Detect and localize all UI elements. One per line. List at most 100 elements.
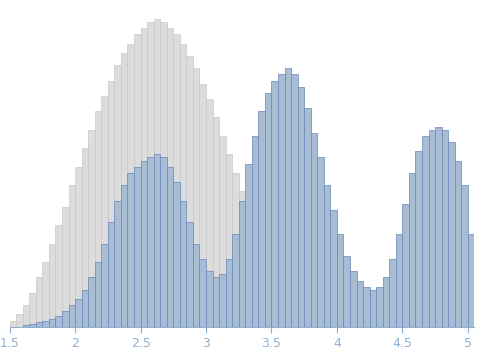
Bar [258, 247, 265, 327]
Bar [30, 324, 36, 327]
Bar [311, 324, 317, 327]
Bar [272, 277, 278, 327]
Bar [30, 293, 36, 327]
Bar [461, 185, 468, 327]
Bar [101, 96, 108, 327]
Bar [383, 277, 389, 327]
Bar [95, 111, 101, 327]
Bar [69, 305, 75, 327]
Bar [317, 158, 324, 327]
Bar [180, 44, 186, 327]
Bar [212, 118, 219, 327]
Bar [16, 314, 23, 327]
Bar [108, 222, 114, 327]
Bar [206, 271, 212, 327]
Bar [43, 321, 49, 327]
Bar [199, 83, 206, 327]
Bar [298, 87, 304, 327]
Bar [278, 290, 285, 327]
Bar [317, 325, 324, 327]
Bar [298, 318, 304, 327]
Bar [324, 326, 331, 327]
Bar [265, 262, 272, 327]
Bar [108, 81, 114, 327]
Bar [127, 44, 134, 327]
Bar [415, 151, 422, 327]
Bar [49, 319, 56, 327]
Bar [337, 234, 344, 327]
Bar [114, 65, 121, 327]
Bar [252, 136, 258, 327]
Bar [232, 234, 239, 327]
Bar [402, 204, 409, 327]
Bar [448, 142, 454, 327]
Bar [239, 200, 245, 327]
Bar [43, 262, 49, 327]
Bar [140, 28, 147, 327]
Bar [304, 321, 311, 327]
Bar [245, 210, 252, 327]
Bar [121, 185, 127, 327]
Bar [219, 136, 226, 327]
Bar [56, 225, 62, 327]
Bar [36, 322, 43, 327]
Bar [409, 173, 415, 327]
Bar [10, 321, 16, 327]
Bar [23, 325, 30, 327]
Bar [127, 173, 134, 327]
Bar [252, 228, 258, 327]
Bar [121, 53, 127, 327]
Bar [206, 99, 212, 327]
Bar [357, 281, 363, 327]
Bar [441, 130, 448, 327]
Bar [272, 81, 278, 327]
Bar [311, 133, 317, 327]
Bar [153, 19, 160, 327]
Bar [389, 259, 396, 327]
Bar [239, 191, 245, 327]
Bar [265, 93, 272, 327]
Bar [454, 160, 461, 327]
Bar [193, 244, 199, 327]
Bar [56, 316, 62, 327]
Bar [350, 271, 357, 327]
Bar [173, 182, 180, 327]
Bar [153, 154, 160, 327]
Bar [285, 68, 291, 327]
Bar [376, 287, 383, 327]
Bar [324, 185, 331, 327]
Bar [173, 34, 180, 327]
Bar [435, 127, 441, 327]
Bar [88, 130, 95, 327]
Bar [75, 299, 82, 327]
Bar [82, 148, 88, 327]
Bar [193, 68, 199, 327]
Bar [291, 311, 298, 327]
Bar [331, 210, 337, 327]
Bar [147, 22, 153, 327]
Bar [147, 158, 153, 327]
Bar [186, 222, 193, 327]
Bar [114, 200, 121, 327]
Bar [468, 234, 474, 327]
Bar [160, 158, 167, 327]
Bar [245, 164, 252, 327]
Bar [219, 274, 226, 327]
Bar [140, 160, 147, 327]
Bar [285, 302, 291, 327]
Bar [212, 277, 219, 327]
Bar [186, 56, 193, 327]
Bar [75, 167, 82, 327]
Bar [167, 28, 173, 327]
Bar [226, 259, 232, 327]
Bar [23, 305, 30, 327]
Bar [258, 111, 265, 327]
Bar [199, 259, 206, 327]
Bar [160, 22, 167, 327]
Bar [62, 207, 69, 327]
Bar [363, 287, 370, 327]
Bar [95, 262, 101, 327]
Bar [428, 130, 435, 327]
Bar [226, 154, 232, 327]
Bar [82, 290, 88, 327]
